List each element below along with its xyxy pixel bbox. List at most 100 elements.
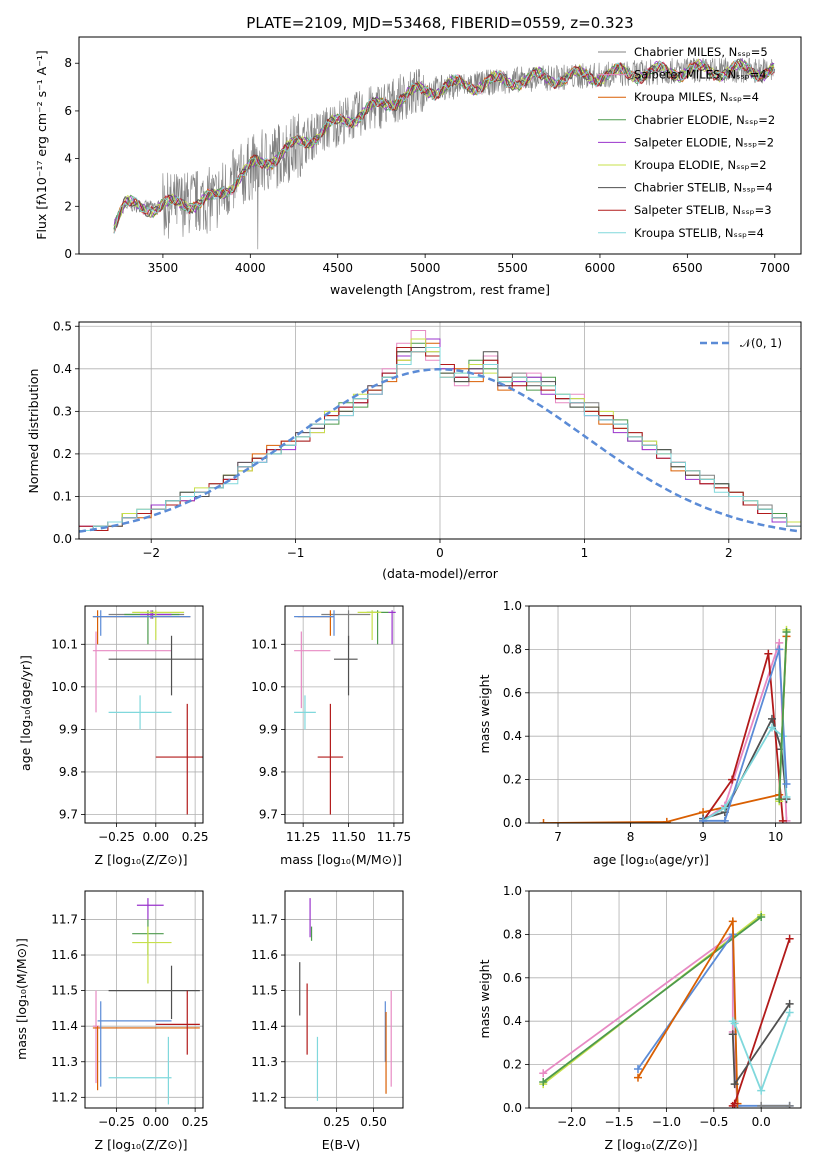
massweight-marker-chabrier_elodie — [539, 1077, 548, 1086]
massweight-vs-metallicity-panel: Z [log₁₀(Z/Z⊙)] mass weight −2.0 −1.5 −1.0… — [477, 884, 802, 1152]
x-tick-label: 0.0 — [752, 1115, 771, 1129]
massweight-marker-normal_curve — [699, 816, 708, 823]
x-tick-label: 2 — [725, 546, 733, 560]
massweight-marker-chabrier_elodie — [757, 913, 766, 922]
y-tick-label: 0.3 — [53, 404, 72, 418]
y-tick-label: 9.7 — [259, 807, 278, 821]
axes: 7 8 9 10 0.0 0.2 0.4 0.6 0.8 1.0 — [503, 599, 802, 844]
x-tick-label: 5000 — [410, 261, 441, 275]
model-spectrum-salpeter_elodie — [113, 58, 775, 226]
y-tick-label: 0.6 — [503, 971, 522, 985]
axes-frame — [78, 36, 802, 255]
massweight-marker-normal_curve — [782, 779, 791, 788]
y-tick-label: 0.4 — [53, 362, 72, 376]
y-tick-label: 9.9 — [59, 722, 78, 736]
massweight-marker-chabrier_elodie — [782, 628, 791, 637]
massweight-marker-salpeter_stelib — [778, 816, 787, 823]
spectrum-panel: PLATE=2109, MJD=53468, FIBERID=0559, z=0… — [34, 14, 802, 297]
data-layer — [79, 330, 801, 539]
x-tick-label: 3500 — [148, 261, 179, 275]
massweight-marker-chabrier_stelib — [785, 999, 794, 1008]
data-layer — [294, 610, 396, 815]
axes: −2 −1 0 1 2 0.0 0.1 0.2 0.3 0.4 0.5 — [53, 319, 802, 560]
spectrum-plot-area: 3500 4000 4500 5000 5500 6000 6500 7000 0 2 4 6 8 — [64, 36, 802, 275]
y-tick-label: 11.3 — [251, 1055, 278, 1069]
y-tick-label: 2 — [64, 199, 72, 213]
axes: 0.25 0.50 11.2 11.3 11.4 11.5 11.6 11.7 — [251, 890, 404, 1129]
x-tick-label: 0.25 — [182, 830, 209, 844]
y-tick-label: 11.2 — [251, 1090, 278, 1104]
x-tick-label: −0.25 — [98, 1115, 135, 1129]
massweight-marker-normal_curve — [775, 645, 784, 654]
mw-z-xlabel: Z [log₁₀(Z/Z⊙)] — [605, 1137, 698, 1152]
y-tick-label: 0.2 — [503, 773, 522, 787]
y-tick-label: 9.8 — [259, 765, 278, 779]
axes-frame — [284, 605, 404, 824]
x-tick-label: 9 — [699, 830, 707, 844]
massweight-marker-salpeter_stelib — [730, 1099, 739, 1108]
x-tick-label: 0.25 — [323, 1115, 350, 1129]
axes: 11.25 11.50 11.75 9.7 9.8 9.9 10.0 10.1 — [251, 605, 411, 844]
massweight-marker-kroupa_miles — [728, 917, 737, 926]
x-tick-label: 1 — [581, 546, 589, 560]
massweight-vs-age-panel: age [log₁₀(age/yr)] mass weight 7 8 9 10 0.0… — [477, 599, 802, 867]
x-tick-label: 11.50 — [331, 830, 365, 844]
data-layer — [113, 57, 776, 250]
massweight-marker-kroupa_stelib — [730, 1019, 739, 1028]
x-tick-label: 11.75 — [377, 830, 411, 844]
massweight-marker-salpeter_miles — [539, 1069, 548, 1078]
legend-label-salpeter_stelib: Salpeter STELIB, Nₛₛₚ=3 — [634, 203, 772, 217]
x-tick-label: −1 — [287, 546, 305, 560]
x-tick-label: −2 — [142, 546, 160, 560]
legend-label-kroupa_miles: Kroupa MILES, Nₛₛₚ=4 — [634, 90, 759, 104]
massweight-marker-normal_curve — [720, 816, 729, 823]
x-tick-label: −1.0 — [652, 1115, 681, 1129]
mw-age-xlabel: age [log₁₀(age/yr)] — [593, 852, 709, 867]
y-tick-label: 0.8 — [503, 642, 522, 656]
data-layer — [92, 898, 200, 1105]
x-tick-label: 0.25 — [182, 1115, 209, 1129]
y-tick-label: 0.4 — [503, 1014, 522, 1028]
y-tick-label: 0.0 — [503, 1101, 522, 1115]
y-tick-label: 11.5 — [251, 984, 278, 998]
age-z-ylabel: age [log₁₀(age/yr)] — [18, 655, 33, 771]
massweight-line-salpeter_miles — [542, 932, 739, 1106]
axes-frame — [284, 890, 404, 1109]
y-tick-label: 1.0 — [503, 884, 522, 898]
y-tick-label: 10.0 — [51, 680, 78, 694]
massweight-marker-chabrier_stelib — [730, 1080, 739, 1089]
massweight-marker-chabrier_miles — [785, 1101, 794, 1108]
data-layer — [539, 910, 794, 1108]
spectrum-title: PLATE=2109, MJD=53468, FIBERID=0559, z=0… — [246, 14, 633, 32]
massweight-marker-chabrier_miles — [757, 1101, 766, 1108]
observed-spectrum-line — [113, 57, 776, 250]
spectrum-legend: Chabrier MILES, Nₛₛₚ=5 Salpeter MILES, Nₛ… — [598, 45, 775, 240]
axes: 3500 4000 4500 5000 5500 6000 6500 7000 0 2 4 6 8 — [64, 36, 802, 275]
age-mass-xlabel: mass [log₁₀(M/M⊙)] — [280, 852, 402, 867]
massweight-marker-kroupa_stelib — [757, 1086, 766, 1095]
y-tick-label: 11.7 — [251, 912, 278, 926]
y-tick-label: 0.2 — [53, 447, 72, 461]
massweight-marker-salpeter_stelib — [728, 775, 737, 784]
y-tick-label: 11.6 — [51, 948, 78, 962]
x-tick-label: 7000 — [760, 261, 791, 275]
legend-label-salpeter_miles: Salpeter MILES, Nₛₛₚ=4 — [634, 68, 767, 82]
y-tick-label: 0.4 — [503, 729, 522, 743]
y-tick-label: 1.0 — [503, 599, 522, 613]
y-tick-label: 4 — [64, 152, 72, 166]
legend-label-chabrier_elodie: Chabrier ELODIE, Nₛₛₚ=2 — [634, 113, 775, 127]
histogram-plot-area: −2 −1 0 1 2 0.0 0.1 0.2 0.3 0.4 0.5 — [53, 319, 802, 560]
x-tick-label: 6000 — [585, 261, 616, 275]
axes-frame — [528, 890, 802, 1109]
data-layer — [92, 610, 203, 815]
y-tick-label: 11.4 — [51, 1019, 78, 1033]
x-tick-label: 11.25 — [286, 830, 320, 844]
mw-age-ylabel: mass weight — [477, 674, 492, 753]
y-tick-label: 0.5 — [53, 319, 72, 333]
histogram-legend: 𝒩(0, 1) — [700, 336, 782, 350]
spectrum-ylabel: Flux [fλ10⁻¹⁷ erg cm⁻² s⁻¹ A⁻¹] — [34, 50, 49, 239]
grid-lines — [85, 606, 203, 823]
model-spectrum-chabrier_elodie — [113, 59, 775, 230]
massweight-line-kroupa_stelib — [702, 726, 788, 822]
spectrum-xlabel: wavelength [Angstrom, rest frame] — [330, 282, 550, 297]
